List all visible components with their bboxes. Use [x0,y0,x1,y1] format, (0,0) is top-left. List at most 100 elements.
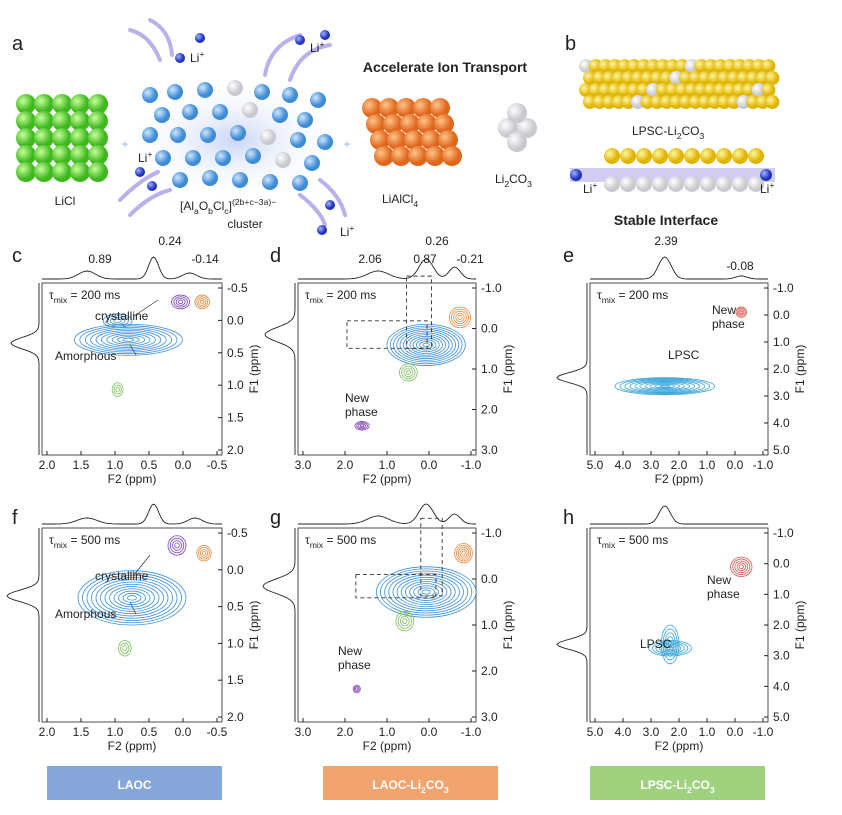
mixing-time: τmix = 500 ms [597,533,668,550]
sphere [684,148,700,164]
sphere [700,176,716,192]
sphere [325,200,335,210]
x-axis-title: F2 (ppm) [363,739,412,753]
x-tick-label: 5.0 [587,458,604,472]
contour [666,646,675,650]
sphere [147,181,157,191]
contour [629,379,701,393]
panel-label: f [12,507,18,529]
mixing-time: τmix = 200 ms [597,288,668,305]
sphere [631,95,645,109]
sphere [703,59,718,73]
contour [402,618,408,624]
sphere [16,162,36,182]
x-axis-title: F2 (ppm) [655,739,704,753]
y-tick-label: 1.5 [227,673,244,687]
contour [118,590,146,606]
arrow [148,18,174,57]
arrow [318,178,347,217]
pointer [129,601,137,615]
sphere [391,146,411,166]
contour [399,330,453,360]
contour [104,583,160,612]
y-tick-label: -1.0 [481,526,502,540]
compound-label-text: CO [509,172,527,186]
mixing-time-text: = 500 ms [67,533,120,547]
sphere [230,125,246,141]
y-tick-label: -0.5 [227,526,248,540]
plot-frame [297,282,477,456]
ion-label-text: Li [760,182,769,196]
ion-label-text: Li [583,182,592,196]
contour [619,378,711,395]
x-tick-label: 1.5 [73,458,90,472]
sphere [679,95,693,109]
compound-label: LiCl [55,194,76,208]
sphere [507,103,527,123]
sphere [604,148,620,164]
contour [109,586,155,610]
sphere [70,128,90,148]
mixing-time: τmix = 200 ms [49,288,120,305]
sphere [317,134,333,150]
contour [102,313,133,329]
annotation: LPSC [668,348,700,362]
contour [734,560,749,574]
legend-label: LAOC [118,778,152,792]
sphere [640,71,655,85]
sphere [88,94,108,114]
panel-label: c [12,245,22,267]
sphere [297,112,313,128]
ion-label-text: Li [340,225,349,239]
y-axis-title: F1 (ppm) [247,345,261,394]
y-tick-label: 4.0 [773,679,790,693]
y-tick-label: 0.0 [773,557,790,571]
sphere [442,146,462,166]
sphere [617,83,632,97]
compound-label: Li2CO3 [495,172,532,189]
contour [386,323,466,366]
y-tick-label: 2.0 [773,618,790,632]
sphere [155,150,171,166]
arrow [298,193,327,227]
mixing-time: τmix = 200 ms [305,288,376,305]
contour [106,315,129,327]
sphere [170,127,186,143]
peak-label: -0.08 [726,259,754,273]
x-tick-label: 4.0 [615,458,632,472]
contour [100,331,156,348]
x-axis-title: F2 (ppm) [363,472,412,486]
sphere [154,107,170,123]
contour [404,581,448,603]
highlight-box [346,320,428,349]
contour [177,299,184,305]
contour [175,298,186,306]
plot-frame [589,282,769,456]
sphere [304,155,320,171]
sphere [592,71,607,85]
mixing-time-text: τ [305,533,310,547]
contour [106,333,151,347]
contour [354,421,370,431]
sphere [275,152,291,168]
caption: LPSC-Li2CO3 [632,124,704,141]
contour [355,687,359,691]
sphere [611,95,626,109]
contour [409,335,443,354]
contour [400,579,452,606]
contour [730,556,753,577]
x-tick-label: 0.0 [727,458,744,472]
legend-label-text: CO [692,778,710,792]
y-axis-title: F1 (ppm) [793,601,807,650]
sphere [374,146,394,166]
sphere [627,83,641,97]
y-tick-label: 0.0 [227,563,244,577]
x-tick-label: 0.0 [727,725,744,739]
sphere [70,111,90,131]
sphere [707,95,722,109]
sphere [748,176,764,192]
highlight-box [355,574,437,599]
contour [169,537,185,554]
y-tick-label: 2.0 [481,403,498,417]
